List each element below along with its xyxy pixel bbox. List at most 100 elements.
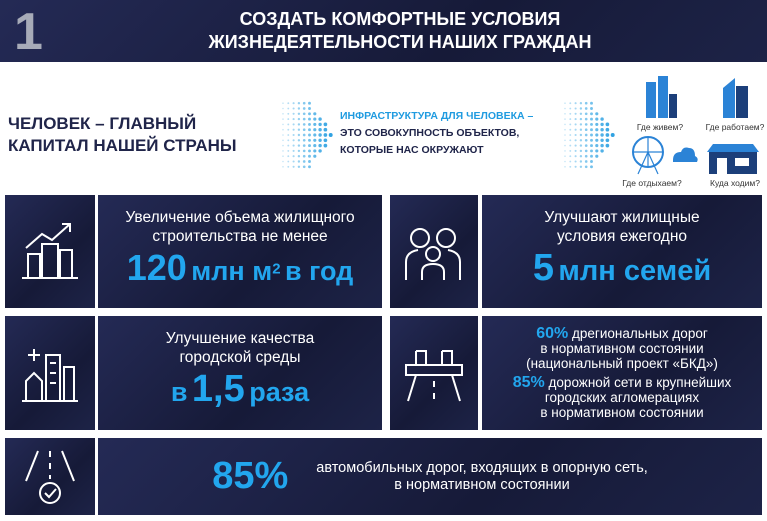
dot xyxy=(292,118,295,121)
definition-highlight: ИНФРАСТРУКТУРА ДЛЯ ЧЕЛОВЕКА – xyxy=(340,110,534,122)
card: 60% дрегиональных дорог в нормативном со… xyxy=(482,316,762,430)
icon-shape xyxy=(673,147,698,162)
dot xyxy=(302,138,306,142)
icon-shape xyxy=(707,144,759,152)
figure-superscript: 2 xyxy=(272,260,281,278)
card-line: автомобильных дорог, входящих в опорную … xyxy=(316,459,648,476)
dot xyxy=(313,133,317,137)
dot xyxy=(282,166,284,168)
dot xyxy=(605,133,610,137)
dot xyxy=(287,160,290,163)
dot xyxy=(282,155,284,157)
figure: 5 млн семей xyxy=(533,248,711,296)
dot xyxy=(282,150,284,152)
card-line: городских агломерациях xyxy=(544,390,700,405)
dot xyxy=(287,112,290,115)
dot xyxy=(308,117,311,121)
dot xyxy=(574,155,577,158)
dot xyxy=(564,134,566,136)
dot xyxy=(564,166,566,168)
dot xyxy=(605,122,610,127)
dot xyxy=(308,154,311,158)
dot xyxy=(292,133,295,137)
dot xyxy=(579,133,583,137)
card-text: дорожной сети в крупнейших xyxy=(548,375,732,390)
dot xyxy=(590,112,593,116)
slogan: ЧЕЛОВЕК – ГЛАВНЫЙ КАПИТАЛ НАШЕЙ СТРАНЫ xyxy=(8,113,237,157)
dot xyxy=(569,102,572,105)
dot xyxy=(282,123,284,126)
dot xyxy=(297,117,301,121)
dot xyxy=(313,128,317,132)
card-text: автомобильных дорог, входящих в опорную … xyxy=(316,460,648,494)
dot xyxy=(292,144,295,147)
dot xyxy=(302,107,306,110)
dot xyxy=(564,160,566,163)
icon-family xyxy=(405,227,461,280)
percent: 85% xyxy=(512,374,545,391)
dot xyxy=(605,143,610,148)
icon-shape xyxy=(735,158,749,166)
card-line: условия ежегодно xyxy=(556,227,687,245)
card-line: 60% дрегиональных дорог xyxy=(536,325,708,342)
dot xyxy=(287,155,290,158)
card-line: в нормативном состоянии xyxy=(540,341,704,356)
dot xyxy=(574,112,577,115)
dot xyxy=(584,165,588,169)
dot xyxy=(292,165,295,168)
icon-cell xyxy=(5,195,95,308)
dot xyxy=(292,149,295,152)
dot xyxy=(302,112,306,116)
dot xyxy=(313,122,317,126)
dot xyxy=(584,144,588,147)
dot xyxy=(292,128,295,131)
dot xyxy=(595,144,599,148)
definition-line: ЭТО СОВОКУПНОСТЬ ОБЪЕКТОВ, xyxy=(340,127,520,139)
dot xyxy=(579,144,583,147)
dot xyxy=(287,144,290,147)
dot xyxy=(323,133,328,137)
dot xyxy=(564,113,566,115)
figure-number: 5 xyxy=(532,246,554,289)
dot xyxy=(297,102,301,105)
dot xyxy=(313,154,317,158)
card-line: Улучшают жилищные xyxy=(544,208,700,226)
dot xyxy=(569,107,572,110)
section-number: 1 xyxy=(14,3,43,61)
dot xyxy=(292,102,295,105)
icon-shape xyxy=(22,222,78,279)
dot xyxy=(292,112,295,115)
dot xyxy=(605,138,610,143)
dot xyxy=(318,149,322,153)
card-line: в нормативном состоянии xyxy=(394,476,570,493)
icon-rest xyxy=(632,136,698,175)
dot xyxy=(287,165,290,168)
dot xyxy=(569,112,572,115)
dot xyxy=(579,107,583,110)
icon-shape xyxy=(717,158,727,174)
dotted-arrow xyxy=(564,101,615,169)
figure: 120 млн м2 в год xyxy=(126,246,354,296)
dot xyxy=(584,107,588,110)
dot xyxy=(564,107,566,110)
dot xyxy=(297,155,301,158)
card-line: городской среды xyxy=(179,349,301,366)
dot xyxy=(282,144,284,147)
dot xyxy=(574,160,577,163)
icon-housing xyxy=(22,222,78,279)
icon-shape xyxy=(405,248,461,280)
dot xyxy=(569,144,572,147)
dot xyxy=(579,160,583,163)
icon-shape xyxy=(736,86,748,118)
card-line: Улучшение качества xyxy=(165,330,315,347)
dot xyxy=(595,149,599,153)
dot xyxy=(569,139,572,142)
figure-number: 120 xyxy=(126,246,187,288)
card: Увеличение объема жилищного строительств… xyxy=(98,195,382,308)
dot xyxy=(584,149,588,153)
dot xyxy=(600,138,604,143)
dot xyxy=(564,150,566,152)
dot xyxy=(595,138,599,142)
icon-shape xyxy=(709,152,757,174)
percent: 60% xyxy=(536,325,569,342)
